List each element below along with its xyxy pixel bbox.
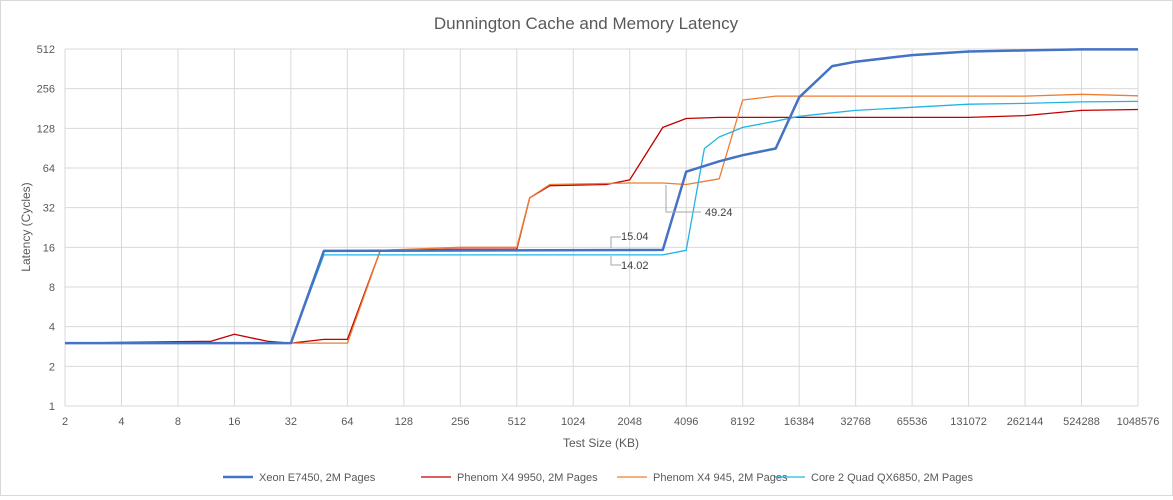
x-tick-label: 512 [508,416,526,428]
x-tick-label: 524288 [1063,416,1100,428]
legend-label: Phenom X4 9950, 2M Pages [457,472,598,484]
x-tick-label: 2 [62,416,68,428]
x-tick-label: 8192 [730,416,754,428]
x-tick-labels: 2 4 8 16 32 64 128 256 512 1024 2048 4096 8192 16384 3… [62,416,1159,428]
x-tick-label: 16 [228,416,240,428]
y-tick-label: 128 [37,123,55,135]
y-tick-label: 512 [37,44,55,56]
y-tick-label: 1 [49,401,55,413]
y-tick-label: 4 [49,322,55,334]
x-tick-label: 32768 [840,416,871,428]
data-label: 14.02 [621,260,649,272]
x-tick-label: 4096 [674,416,698,428]
series-line [65,93,1139,344]
data-label: 15.04 [621,231,649,243]
x-tick-label: 32 [285,416,297,428]
x-tick-label: 64 [341,416,353,428]
x-tick-label: 4 [118,416,124,428]
y-tick-label: 64 [43,163,55,175]
legend: Xeon E7450, 2M Pages Phenom X4 9950, 2M P… [223,472,974,484]
chart-title: Dunnington Cache and Memory Latency [434,14,739,33]
y-tick-label: 8 [49,282,55,294]
x-tick-label: 2048 [617,416,641,428]
data-label: 49.24 [705,207,733,219]
annotation-leader [665,185,701,213]
series-lines [64,48,1139,345]
annotation-leader [610,256,621,266]
x-tick-label: 16384 [784,416,815,428]
series-line [65,48,1138,345]
gridlines [64,48,1139,407]
x-tick-label: 131072 [950,416,987,428]
legend-label: Phenom X4 945, 2M Pages [653,472,788,484]
series-line [64,108,1139,344]
x-tick-label: 262144 [1007,416,1044,428]
x-axis-title: Test Size (KB) [563,436,639,450]
legend-label: Xeon E7450, 2M Pages [259,472,376,484]
data-annotations: 15.04 14.02 49.24 [610,185,733,272]
y-tick-label: 2 [49,361,55,373]
y-axis-title: Latency (Cycles) [19,182,33,271]
x-tick-label: 1024 [561,416,585,428]
annotation-leader [610,236,621,248]
x-tick-label: 8 [175,416,181,428]
x-tick-label: 128 [395,416,413,428]
x-tick-label: 256 [451,416,469,428]
x-tick-label: 65536 [897,416,928,428]
y-tick-label: 16 [43,242,55,254]
legend-label: Core 2 Quad QX6850, 2M Pages [811,472,974,484]
y-tick-label: 256 [37,84,55,96]
x-tick-label: 1048576 [1117,416,1160,428]
series-line [65,100,1139,344]
y-tick-label: 32 [43,203,55,215]
y-tick-labels: 1 2 4 8 16 32 64 128 256 512 [37,44,55,413]
